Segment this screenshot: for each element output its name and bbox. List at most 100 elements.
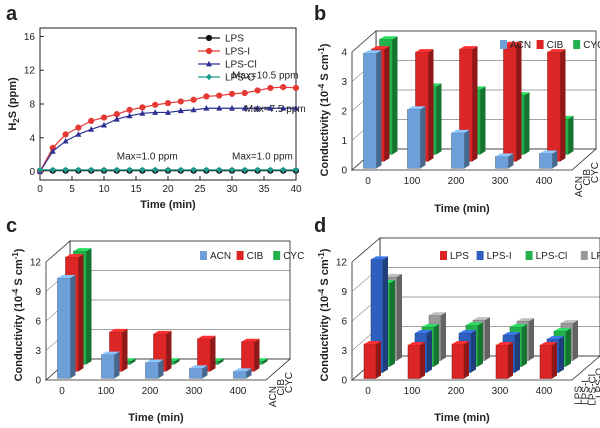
data-point xyxy=(241,105,248,111)
x-tick-label: 0 xyxy=(59,386,65,397)
bar xyxy=(407,109,421,169)
data-point xyxy=(216,92,223,99)
depth-label: LPS xyxy=(574,386,585,405)
bar-side xyxy=(559,336,564,373)
depth-label: CIB xyxy=(276,379,287,396)
legend-swatch xyxy=(525,251,533,260)
data-point xyxy=(165,166,171,174)
legend-label: LPS-O xyxy=(225,73,255,84)
annotation: Max=7.5 ppm xyxy=(245,104,306,115)
x-tick-label: 15 xyxy=(130,184,142,195)
y-tick-label: 3 xyxy=(341,346,347,357)
bar-top xyxy=(241,338,260,342)
x-tick-label: 30 xyxy=(226,184,238,195)
bar xyxy=(503,44,517,162)
bar-side xyxy=(174,358,180,365)
bar-side xyxy=(420,106,426,169)
bar xyxy=(407,344,421,379)
data-point xyxy=(139,104,146,111)
x-tick-label: 0 xyxy=(37,184,43,195)
data-point xyxy=(203,166,210,174)
bar-side xyxy=(78,254,84,372)
bar-top xyxy=(363,50,382,54)
bar-side xyxy=(70,274,76,379)
y-axis-title: Conductivity (10-4 S cm-1) xyxy=(317,43,331,176)
x-tick-label: 20 xyxy=(162,184,174,195)
data-point xyxy=(165,109,171,115)
bar-side xyxy=(464,129,470,169)
panel-label-b: b xyxy=(314,3,326,25)
data-point xyxy=(113,166,120,174)
depth-label: ACN xyxy=(574,176,585,197)
x-axis-title: Time (min) xyxy=(128,412,184,424)
data-point xyxy=(293,105,299,111)
x-tick-label: 200 xyxy=(448,386,465,397)
data-point xyxy=(113,111,120,118)
depth-label: LPS-I xyxy=(581,380,592,405)
bar-top xyxy=(65,254,84,258)
legend-marker xyxy=(205,34,213,42)
bar-side xyxy=(383,256,388,373)
legend-label: CYC xyxy=(283,251,304,262)
bar-top xyxy=(197,335,216,339)
bar-side xyxy=(114,351,120,379)
y-tick-label: 4 xyxy=(29,133,35,144)
chart-a: 0 5 10 15 20 25 30 35 40 0 4 8 12 16 Time (min) H2S (pp… xyxy=(7,27,306,211)
bar-side xyxy=(246,368,252,379)
bar-top xyxy=(503,41,522,45)
bar xyxy=(547,51,561,162)
legend-swatch xyxy=(580,251,588,260)
data-point xyxy=(203,93,210,100)
bar-top xyxy=(539,150,558,154)
bar-top xyxy=(371,46,390,50)
data-point xyxy=(216,166,223,174)
data-point xyxy=(216,105,223,111)
legend-label: LPS-I xyxy=(225,47,250,58)
bar-side xyxy=(464,341,469,379)
x-tick-label: 400 xyxy=(230,386,247,397)
y-axis-title: Conductivity (10-4 S cm-1) xyxy=(317,248,331,381)
depth-label: LPS-Cl xyxy=(588,374,599,406)
bar xyxy=(189,368,203,379)
bar-top xyxy=(510,324,527,328)
bar-side xyxy=(566,328,571,367)
x-axis-title: Time (min) xyxy=(140,199,196,211)
bar-side xyxy=(434,324,439,367)
x-tick-label: 200 xyxy=(142,386,159,397)
data-point xyxy=(229,105,235,111)
bar-top xyxy=(517,318,534,322)
legend-label: ACN xyxy=(210,251,231,262)
y-tick-label: 2 xyxy=(341,107,347,118)
bar-side xyxy=(130,358,136,365)
bar-top xyxy=(153,330,172,334)
bar-top xyxy=(496,342,513,346)
legend-swatch xyxy=(200,251,207,260)
legend-swatch xyxy=(236,251,244,260)
data-point xyxy=(267,84,274,92)
x-tick-label: 0 xyxy=(365,386,371,397)
bar-side xyxy=(420,342,425,379)
legend-label: LPS xyxy=(450,251,469,262)
bar-top xyxy=(385,273,402,277)
data-point xyxy=(62,131,69,138)
depth-label: CIB xyxy=(582,169,593,186)
data-point xyxy=(292,84,300,92)
y-tick-label: 8 xyxy=(29,100,35,111)
y-tick-label: 0 xyxy=(341,376,347,387)
bar-side xyxy=(428,49,434,162)
bar xyxy=(539,344,553,379)
bar-side xyxy=(384,46,390,162)
data-point xyxy=(113,116,120,122)
y-tick-label: 12 xyxy=(24,66,36,77)
annotation: Max=1.0 ppm xyxy=(232,151,293,162)
depth-label: LPS-O xyxy=(595,368,600,398)
bar-side xyxy=(524,92,530,155)
bar-side xyxy=(529,318,534,361)
data-point xyxy=(254,166,261,174)
y-tick-label: 0 xyxy=(29,167,35,178)
bar-side xyxy=(516,41,522,162)
data-point xyxy=(241,89,248,97)
bar-top xyxy=(452,341,469,345)
